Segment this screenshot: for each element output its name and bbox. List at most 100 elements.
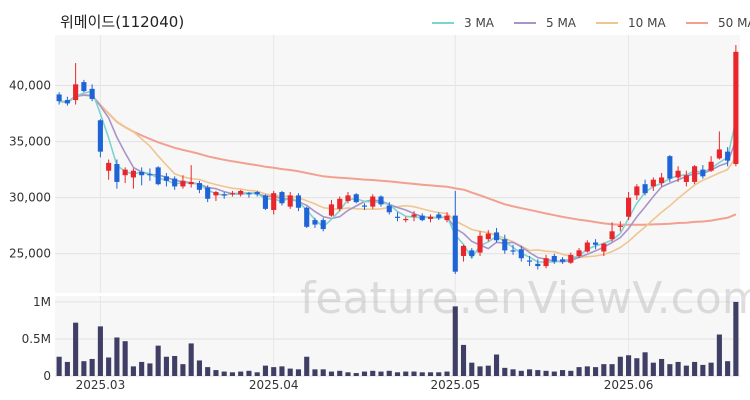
- candle-body: [700, 169, 706, 177]
- volume-bar: [576, 367, 582, 376]
- candle-body: [147, 174, 153, 176]
- volume-bar: [535, 370, 541, 376]
- volume-bar: [246, 370, 252, 376]
- volume-bar: [510, 369, 516, 376]
- volume-bar: [320, 369, 326, 376]
- candle-body: [180, 180, 186, 187]
- candle-body: [271, 193, 277, 210]
- volume-bar: [213, 370, 219, 376]
- candles: [56, 45, 739, 274]
- candle-body: [122, 169, 128, 176]
- volume-bar: [122, 341, 128, 376]
- candle-body: [419, 215, 425, 221]
- candle-body: [675, 170, 681, 178]
- volume-bar: [650, 362, 656, 376]
- date-tick-label: 2025.03: [76, 378, 126, 392]
- legend-label: 10 MA: [628, 16, 666, 30]
- volume-bar: [593, 367, 599, 376]
- volume-bar: [106, 357, 112, 376]
- candle-body: [692, 166, 698, 182]
- candle-body: [163, 176, 169, 181]
- volume-bar: [444, 371, 450, 376]
- candle-body: [526, 260, 533, 262]
- volume-bar: [56, 356, 62, 376]
- candle-body: [287, 195, 293, 207]
- volume-bar: [485, 365, 491, 376]
- volume-bar: [229, 372, 235, 376]
- price-tick-label: 40,000: [9, 78, 51, 92]
- volume-bar: [130, 366, 136, 376]
- candle-body: [460, 245, 467, 256]
- ma-line-5: [58, 94, 737, 263]
- volume-bar: [386, 370, 392, 376]
- candle-body: [518, 249, 524, 259]
- candle-body: [196, 183, 202, 190]
- candle-body: [172, 178, 178, 187]
- candle-body: [106, 162, 112, 171]
- volume-bar: [502, 367, 508, 376]
- candle-body: [320, 220, 326, 230]
- candle-body: [642, 184, 648, 194]
- volume-bar: [155, 345, 161, 376]
- volume-bar: [304, 356, 310, 376]
- volume-bar: [147, 363, 153, 376]
- volume-bar: [238, 371, 244, 376]
- volume-bar: [254, 372, 260, 376]
- volume-bar: [634, 358, 640, 376]
- price-tick-label: 30,000: [9, 191, 51, 205]
- volume-bar: [452, 306, 458, 376]
- volume-bar: [659, 358, 665, 376]
- volume-bar: [642, 352, 648, 376]
- candle-body: [411, 214, 417, 217]
- volume-bar: [708, 362, 714, 376]
- candle-body: [560, 259, 566, 262]
- chart-title: 위메이드(112040): [60, 13, 184, 31]
- candle-body: [386, 205, 392, 213]
- volume-bar: [180, 364, 186, 376]
- volume-bar: [394, 372, 401, 376]
- volume-bar: [353, 373, 359, 376]
- volume-bar: [725, 361, 731, 376]
- candle-body: [213, 192, 219, 196]
- candle-body: [337, 198, 343, 209]
- volume-bar: [89, 358, 95, 376]
- volume-bar: [584, 366, 590, 376]
- axes: 25,000 30,000 35,000 40,000 0 0.5M 1M 2025.03 20…: [9, 78, 653, 392]
- candle-body: [304, 207, 310, 227]
- candle-body: [361, 205, 368, 207]
- candle-body: [485, 233, 491, 240]
- candle-body: [229, 193, 235, 195]
- volume-bar: [188, 343, 194, 376]
- volume-bar: [81, 361, 87, 376]
- volume-bar: [427, 372, 434, 376]
- candle-body: [188, 181, 194, 185]
- candle-body: [502, 239, 508, 251]
- volume-bar: [205, 367, 211, 376]
- candle-body: [205, 187, 211, 199]
- candle-body: [469, 250, 475, 256]
- candle-body: [667, 156, 673, 179]
- candle-body: [493, 232, 500, 241]
- price-panel-background: [55, 35, 740, 293]
- volume-bars: [56, 301, 739, 376]
- candle-body: [626, 197, 632, 217]
- volume-bar: [675, 361, 681, 376]
- volume-bar: [733, 301, 739, 376]
- price-tick-label: 35,000: [9, 135, 51, 149]
- volume-bar: [568, 370, 574, 376]
- volume-bar: [436, 372, 442, 376]
- volume-bar: [626, 355, 632, 376]
- volume-bar: [477, 366, 483, 376]
- candle-body: [353, 194, 359, 203]
- volume-bar: [543, 370, 549, 376]
- volume-tick-label: 1M: [33, 295, 51, 309]
- candle-body: [725, 151, 731, 161]
- candle-body: [659, 177, 665, 184]
- volume-bar: [667, 364, 673, 376]
- candle-body: [328, 204, 335, 216]
- date-tick-label: 2025.04: [249, 378, 299, 392]
- volume-bar: [73, 322, 79, 376]
- candle-body: [394, 216, 401, 218]
- legend: 3 MA 5 MA 10 MA 50 MA: [432, 16, 750, 30]
- grid: [55, 35, 740, 377]
